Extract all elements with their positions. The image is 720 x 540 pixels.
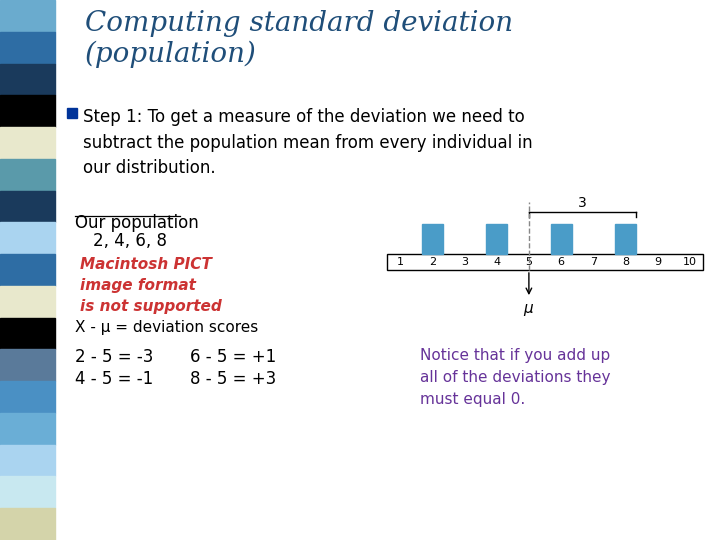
Text: 2: 2 (428, 257, 436, 267)
Bar (0, 64, 55, 95)
Text: 9: 9 (654, 257, 662, 267)
Text: 8: 8 (622, 257, 629, 267)
Bar (422, 224, 443, 254)
Text: (population): (population) (85, 41, 257, 69)
Text: Notice that if you add up
all of the deviations they
must equal 0.: Notice that if you add up all of the dev… (420, 348, 611, 407)
Text: 6 - 5 = +1: 6 - 5 = +1 (190, 348, 276, 366)
Bar (0, 191, 55, 222)
Text: 4: 4 (493, 257, 500, 267)
Text: 8 - 5 = +3: 8 - 5 = +3 (190, 370, 276, 388)
Bar (67, 108, 77, 118)
Bar (486, 224, 507, 254)
Bar (0, 476, 55, 508)
Bar (0, 32, 55, 64)
Bar (0, 95, 55, 127)
Text: Step 1: To get a measure of the deviation we need to
subtract the population mea: Step 1: To get a measure of the deviatio… (83, 108, 533, 178)
Bar (0, 222, 55, 254)
Text: 2, 4, 6, 8: 2, 4, 6, 8 (93, 232, 167, 250)
Text: 2 - 5 = -3: 2 - 5 = -3 (75, 348, 153, 366)
Bar (0, 0, 55, 32)
Bar (0, 381, 55, 413)
Text: 6: 6 (557, 257, 564, 267)
Bar (0, 159, 55, 191)
Text: 1: 1 (397, 257, 403, 267)
Bar (0, 508, 55, 540)
Bar (0, 254, 55, 286)
Bar (387, 254, 703, 270)
Text: $\mu$: $\mu$ (523, 302, 534, 318)
Text: 4 - 5 = -1: 4 - 5 = -1 (75, 370, 153, 388)
Bar (615, 224, 636, 254)
Bar (0, 445, 55, 476)
Bar (551, 224, 572, 254)
Text: Our population: Our population (75, 214, 199, 232)
Bar (0, 318, 55, 349)
Text: 3: 3 (578, 196, 587, 210)
Bar (0, 286, 55, 318)
Text: X - μ = deviation scores: X - μ = deviation scores (75, 320, 258, 335)
Text: 10: 10 (683, 257, 697, 267)
Bar (0, 127, 55, 159)
Text: 5: 5 (526, 257, 532, 267)
Bar (0, 349, 55, 381)
Bar (0, 413, 55, 445)
Text: 3: 3 (461, 257, 468, 267)
Text: Computing standard deviation: Computing standard deviation (85, 10, 513, 37)
Text: Macintosh PICT
image format
is not supported: Macintosh PICT image format is not suppo… (80, 257, 222, 314)
Text: 7: 7 (590, 257, 597, 267)
